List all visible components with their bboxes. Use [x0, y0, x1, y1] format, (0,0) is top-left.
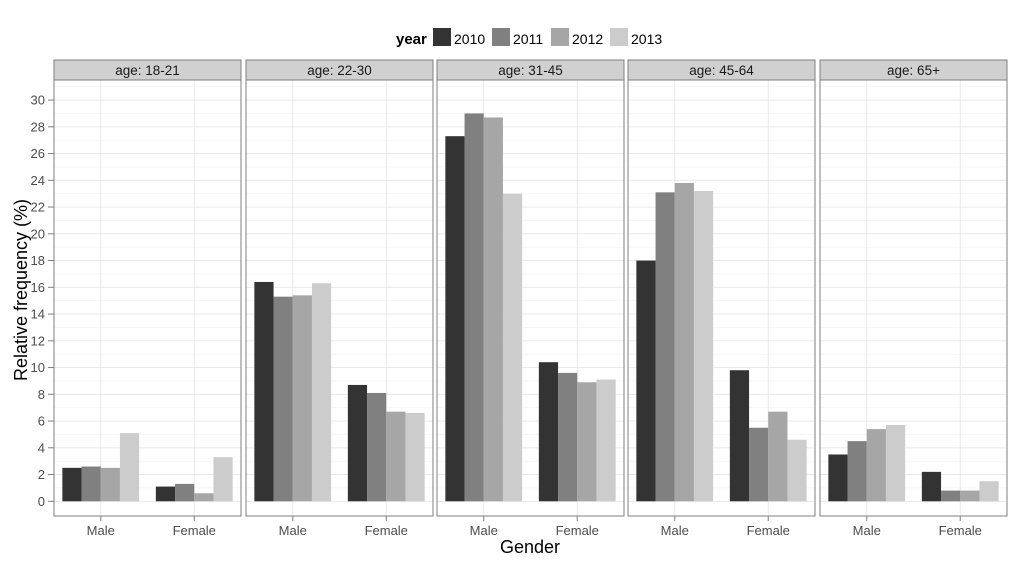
- legend-swatch-2011: [492, 28, 510, 46]
- bar-45-64-male-2013: [693, 191, 714, 502]
- facet-strip-label: age: 31-45: [498, 63, 563, 78]
- facet-panel-22-30: age: 22-30 Male Female: [245, 59, 434, 538]
- bar-65+-male-2013: [885, 425, 906, 502]
- bar-45-64-female-2010: [729, 370, 750, 502]
- bar-45-64-male-2010: [636, 260, 656, 502]
- bar-31-45-female-2011: [558, 372, 578, 502]
- bar-18-21-male-2012: [100, 467, 120, 502]
- legend-swatch-2012: [551, 28, 569, 46]
- y-tick-label-2: 2: [38, 467, 45, 482]
- bar-18-21-male-2011: [81, 466, 101, 502]
- y-tick-label-6: 6: [38, 414, 45, 429]
- panel-border: [436, 79, 625, 517]
- x-tick-label-female: Female: [556, 523, 599, 538]
- x-tick-label-male: Male: [853, 523, 881, 538]
- bar-22-30-female-2012: [386, 411, 406, 502]
- bar-31-45-male-2011: [464, 113, 484, 502]
- legend-label-2013: 2013: [631, 31, 662, 47]
- facet-panel-65+: age: 65+ Male Female: [819, 59, 1008, 538]
- facet-panel-31-45: age: 31-45 Male Female: [436, 59, 625, 538]
- bar-65+-female-2012: [960, 490, 980, 502]
- y-tick-label-16: 16: [31, 280, 45, 295]
- legend-swatch-2013: [610, 28, 628, 46]
- y-tick-label-22: 22: [31, 200, 45, 215]
- y-tick-label-28: 28: [31, 119, 45, 134]
- panel-border: [627, 79, 816, 517]
- bar-31-45-male-2012: [483, 117, 503, 502]
- bar-18-21-female-2010: [155, 486, 176, 502]
- bar-22-30-male-2010: [254, 281, 274, 502]
- bar-45-64-female-2013: [787, 439, 807, 502]
- y-tick-label-10: 10: [31, 360, 45, 375]
- bar-22-30-male-2013: [311, 283, 332, 502]
- y-tick-label-4: 4: [38, 440, 45, 455]
- x-tick-label-male: Male: [661, 523, 689, 538]
- y-tick-label-24: 24: [31, 173, 45, 188]
- bar-31-45-female-2010: [538, 362, 559, 502]
- bar-18-21-male-2010: [62, 467, 82, 502]
- y-axis-title: Relative frequency (%): [11, 199, 31, 381]
- x-tick-label-male: Male: [470, 523, 498, 538]
- bar-22-30-male-2012: [292, 295, 312, 502]
- panel-border: [819, 79, 1008, 517]
- bar-45-64-male-2011: [655, 192, 675, 502]
- bar-65+-female-2011: [941, 490, 961, 502]
- panel-background: [54, 80, 241, 516]
- bar-18-21-female-2013: [213, 457, 233, 502]
- legend-title: year: [396, 31, 427, 48]
- y-tick-label-30: 30: [31, 93, 45, 108]
- x-tick-label-male: Male: [279, 523, 307, 538]
- bar-22-30-male-2011: [273, 296, 293, 502]
- panel-border: [245, 79, 434, 517]
- chart-legend: year 2010 2011 2012 2013: [396, 28, 662, 48]
- bar-22-30-female-2013: [405, 413, 425, 502]
- y-tick-label-20: 20: [31, 226, 45, 241]
- panel-border: [53, 79, 242, 517]
- y-tick-label-0: 0: [38, 494, 45, 509]
- x-axis-title: Gender: [500, 537, 560, 557]
- bar-18-21-female-2011: [175, 483, 195, 502]
- bar-65+-male-2010: [828, 454, 848, 502]
- facet-panel-45-64: age: 45-64 Male Female: [627, 59, 816, 538]
- facet-strip-label: age: 22-30: [307, 63, 372, 78]
- bar-65+-male-2011: [847, 441, 867, 502]
- y-tick-label-12: 12: [31, 333, 45, 348]
- facet-panel-18-21: age: 18-21 Male Female: [53, 59, 242, 538]
- bar-18-21-male-2013: [119, 433, 140, 502]
- x-tick-label-female: Female: [173, 523, 216, 538]
- y-tick-label-8: 8: [38, 387, 45, 402]
- bar-22-30-female-2011: [367, 392, 387, 502]
- y-tick-label-18: 18: [31, 253, 45, 268]
- facet-strip-label: age: 65+: [887, 63, 940, 78]
- bar-45-64-female-2012: [768, 411, 788, 502]
- bar-65+-female-2010: [921, 471, 942, 502]
- bar-65+-female-2013: [979, 481, 999, 502]
- y-tick-label-14: 14: [31, 307, 45, 322]
- facet-panels: age: 18-21 Male Female age: 22-30 Male Female…: [53, 59, 1008, 538]
- bar-45-64-male-2012: [674, 182, 694, 502]
- bar-31-45-male-2010: [445, 136, 465, 502]
- bar-18-21-female-2012: [194, 493, 214, 502]
- y-tick-label-26: 26: [31, 146, 45, 161]
- bar-31-45-female-2012: [577, 382, 597, 502]
- x-tick-label-female: Female: [939, 523, 982, 538]
- bar-65+-male-2012: [866, 429, 886, 502]
- legend-label-2010: 2010: [454, 31, 485, 47]
- x-tick-label-female: Female: [747, 523, 790, 538]
- legend-label-2012: 2012: [572, 31, 603, 47]
- facet-strip-label: age: 18-21: [115, 63, 180, 78]
- legend-label-2011: 2011: [513, 31, 543, 47]
- facet-strip-label: age: 45-64: [689, 63, 754, 78]
- bar-45-64-female-2011: [749, 427, 769, 502]
- bar-22-30-female-2010: [347, 384, 368, 502]
- bar-31-45-male-2013: [502, 193, 523, 502]
- x-tick-label-male: Male: [87, 523, 115, 538]
- x-tick-label-female: Female: [365, 523, 408, 538]
- legend-swatch-2010: [433, 28, 451, 46]
- bar-31-45-female-2013: [596, 379, 616, 502]
